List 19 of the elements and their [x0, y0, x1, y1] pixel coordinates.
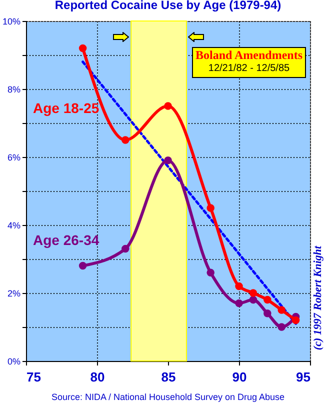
chart-title: Reported Cocaine Use by Age (1979-94)	[54, 0, 282, 12]
text: (c) 1997 Robert Knight	[312, 244, 324, 350]
x-tick-label: 75	[26, 370, 41, 384]
series-label: Age 26-34	[33, 232, 100, 248]
y-tick-label: 6%	[7, 152, 20, 162]
y-tick-label: 0%	[7, 356, 20, 366]
y-tick-label: 2%	[7, 288, 20, 298]
x-tick-label: 85	[161, 370, 176, 384]
x-tick-label: 80	[90, 370, 105, 384]
y-tick-label: 10%	[2, 16, 20, 26]
series-label: Age 18-25	[33, 100, 100, 116]
band-label: Boland Amendments	[194, 48, 304, 63]
x-tick-label: 90	[232, 370, 247, 384]
label-box: Boland Amendments 12/21/82 - 12/5/85	[192, 47, 306, 78]
x-tick-label: 95	[296, 370, 310, 384]
annotation: 12/21/82 - 12/5/85	[207, 63, 291, 75]
y-tick-label: 4%	[7, 220, 20, 230]
source-note: Source: NIDA / National Household Survey on Drug Abuse	[51, 392, 285, 402]
y-tick-label: 8%	[7, 84, 20, 94]
